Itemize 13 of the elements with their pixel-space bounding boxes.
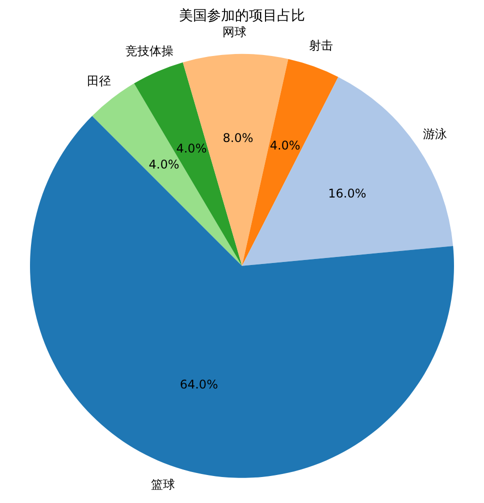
- slice-label: 竞技体操: [125, 44, 174, 58]
- slice-label: 网球: [222, 24, 247, 39]
- slice-label: 射击: [308, 38, 333, 53]
- data-label: 64.0%: [180, 378, 218, 392]
- data-label: 4.0%: [270, 138, 300, 152]
- data-label: 4.0%: [148, 158, 180, 172]
- slice-label: 游泳: [422, 126, 447, 141]
- data-label: 4.0%: [176, 141, 207, 156]
- data-label: 8.0%: [222, 130, 254, 145]
- slice-label: 田径: [87, 74, 112, 88]
- data-label: 16.0%: [328, 186, 366, 201]
- chart-title: 美国参加的项目占比: [179, 8, 305, 24]
- slice-label: 篮球: [151, 477, 176, 492]
